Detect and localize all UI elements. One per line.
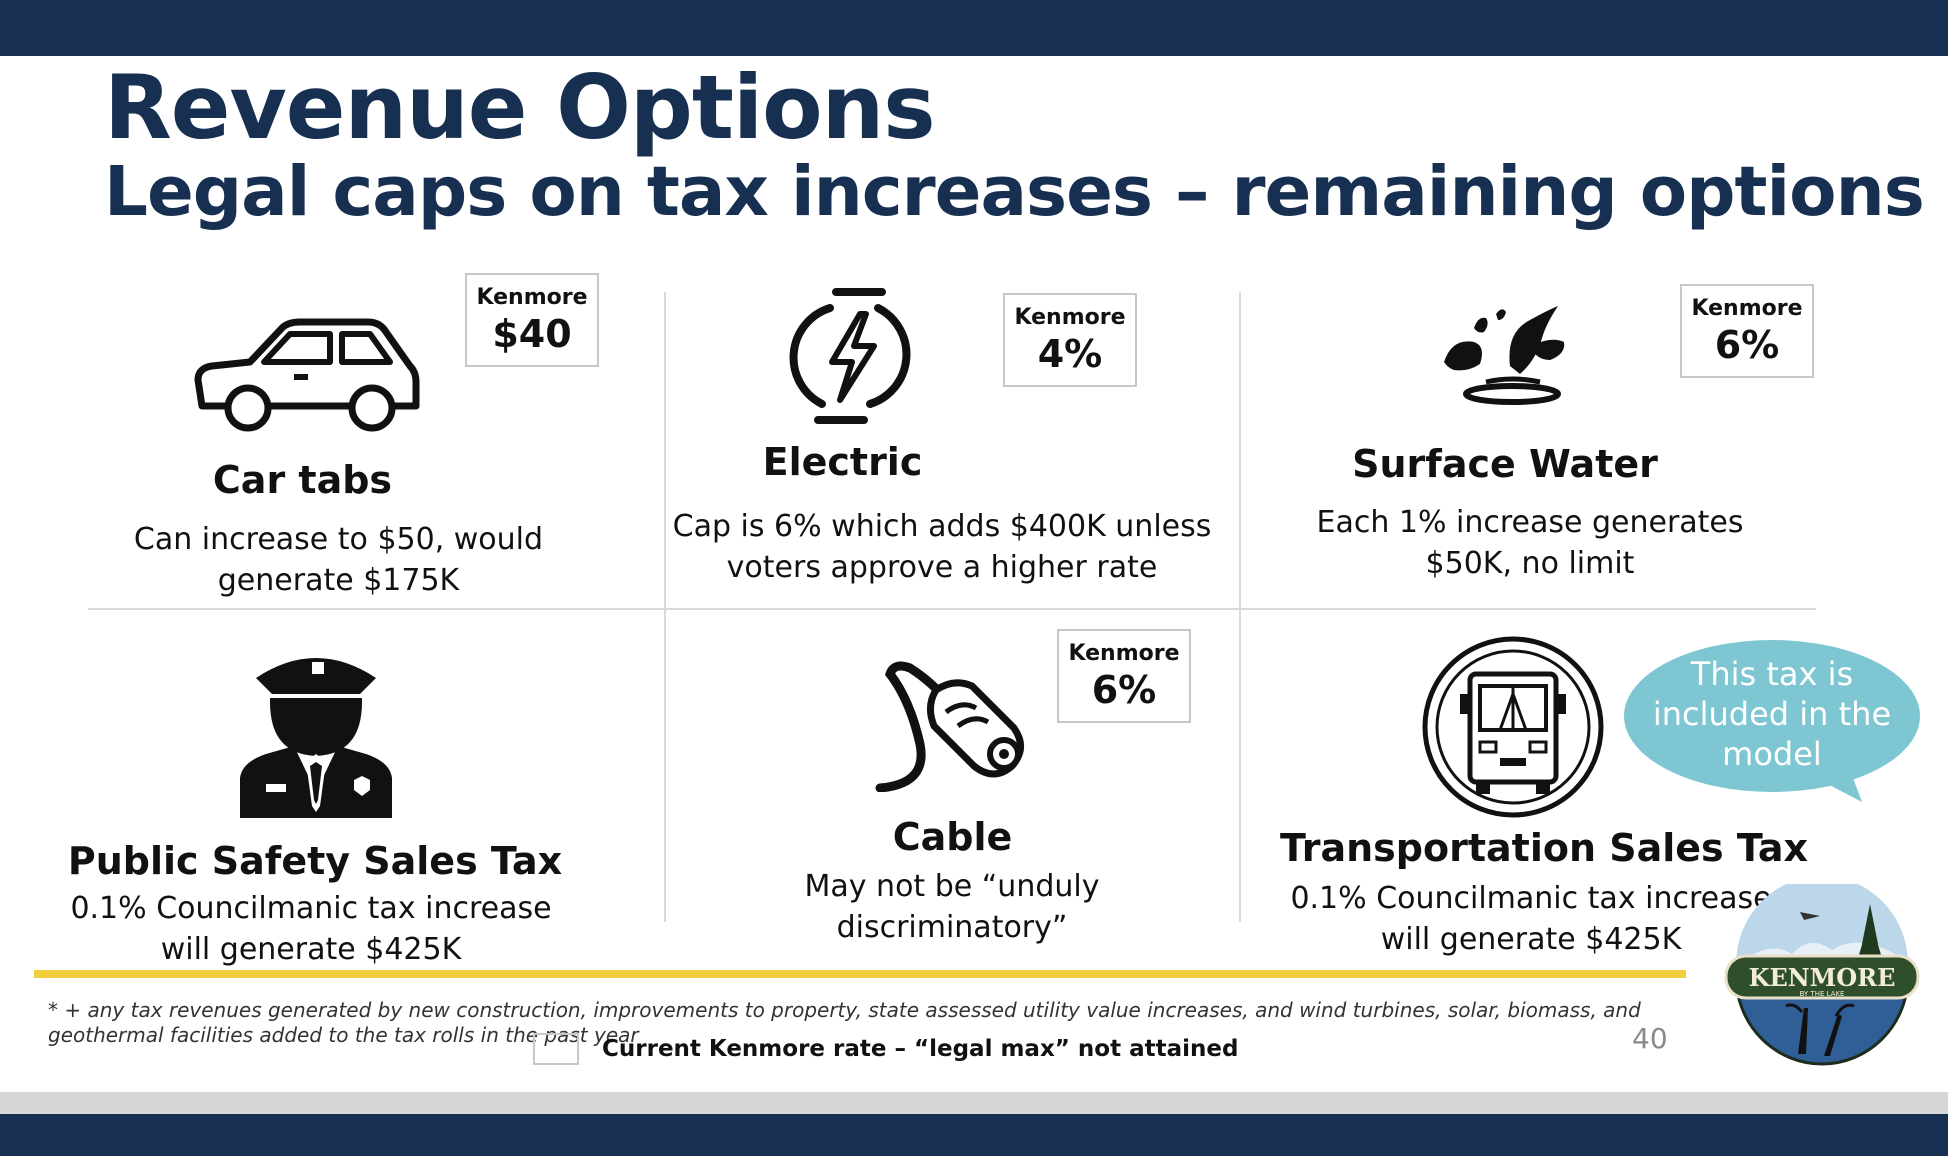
footnote: * + any tax revenues generated by new co… — [48, 998, 1641, 1047]
cell-title-public-safety: Public Safety Sales Tax — [67, 839, 563, 883]
cell-title-electric: Electric — [762, 440, 923, 484]
page-title: Revenue Options — [104, 56, 936, 159]
kenmore-rate-badge: Kenmore 6% — [1057, 629, 1191, 723]
cell-text-transportation: 0.1% Councilmanic tax increase will gene… — [1290, 881, 1772, 957]
cell-title-cable: Cable — [892, 815, 1013, 859]
callout-text: This tax is included in the model — [1652, 655, 1892, 773]
page-subtitle: Legal caps on tax increases – remaining … — [104, 152, 1925, 232]
water-splash-icon — [1444, 306, 1565, 405]
cell-text-cable: May not be “unduly discriminatory” — [804, 869, 1100, 945]
kenmore-rate-badge: Kenmore $40 — [465, 273, 599, 367]
cell-text-surface-water: Each 1% increase generates $50K, no limi… — [1316, 505, 1744, 581]
legend-swatch — [533, 1033, 579, 1065]
kenmore-rate-badge: Kenmore 6% — [1680, 284, 1814, 378]
grid-divider — [664, 292, 666, 922]
footer-gray-strip — [0, 1092, 1948, 1114]
cell-text-public-safety: 0.1% Councilmanic tax increase will gene… — [70, 891, 552, 967]
page-number: 40 — [1632, 1022, 1668, 1055]
svg-text:BY THE LAKE: BY THE LAKE — [1800, 990, 1845, 998]
accent-divider — [34, 970, 1686, 978]
bus-icon — [1422, 636, 1604, 818]
legend-label: Current Kenmore rate – “legal max” not a… — [602, 1036, 1239, 1062]
cable-plug-icon — [875, 661, 1024, 792]
electricity-icon — [789, 288, 911, 424]
cell-text-electric: Cap is 6% which adds $400K unless voters… — [672, 509, 1212, 585]
kenmore-rate-badge: Kenmore 4% — [1003, 293, 1137, 387]
grid-divider — [1239, 292, 1241, 922]
cell-text-car-tabs: Can increase to $50, would generate $175… — [133, 522, 544, 598]
car-icon — [194, 318, 420, 432]
callout-bubble — [1624, 640, 1920, 802]
cell-title-car-tabs: Car tabs — [212, 458, 393, 502]
top-banner — [0, 0, 1948, 56]
cell-title-transportation: Transportation Sales Tax — [1280, 826, 1809, 870]
svg-text:KENMORE: KENMORE — [1749, 963, 1896, 992]
police-officer-icon — [240, 658, 392, 818]
kenmore-logo: KENMORE BY THE LAKE — [1724, 884, 1920, 1066]
bottom-banner — [0, 1114, 1948, 1156]
grid-divider — [88, 608, 1816, 610]
cell-title-surface-water: Surface Water — [1352, 442, 1658, 486]
